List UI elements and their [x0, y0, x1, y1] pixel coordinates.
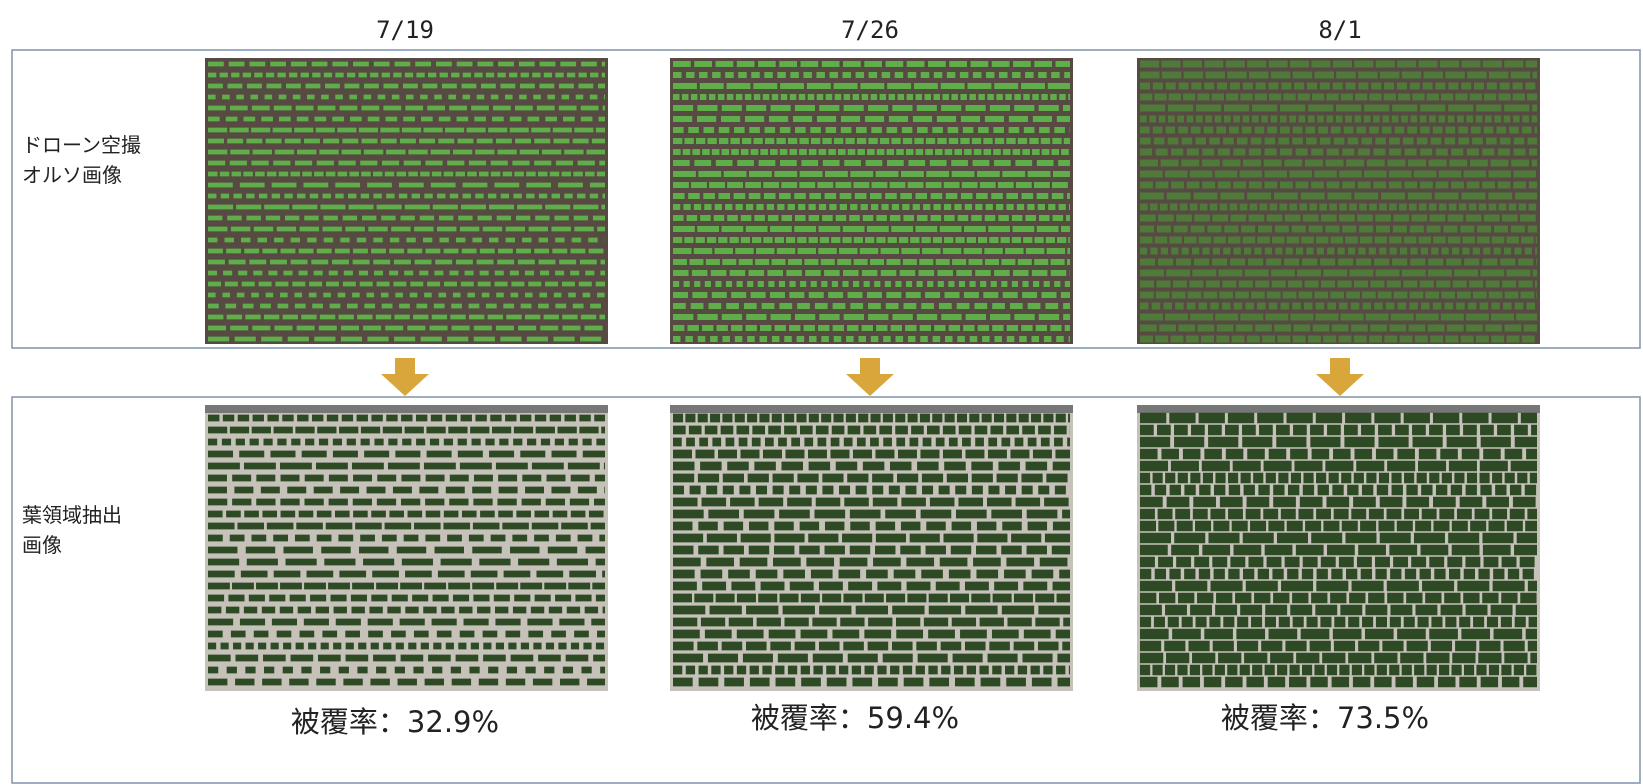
coverage: 被覆率：59.4% — [751, 701, 959, 735]
figure: 7/19 7/26 8/1 ドローン空撮 オルソ画像 葉領域抽出 画像 被覆率：… — [0, 0, 1643, 784]
row-label: オルソ画像 — [22, 163, 122, 187]
date: 8/1 — [1318, 16, 1361, 44]
row-label: 画像 — [22, 533, 62, 557]
coverage: 被覆率：32.9% — [291, 705, 499, 739]
date: 7/19 — [376, 16, 434, 44]
row-label: 葉領域抽出 — [22, 503, 122, 527]
image-edge — [670, 405, 1073, 413]
ortho-image — [670, 58, 1073, 344]
ortho-image — [1137, 58, 1540, 344]
image-edge — [205, 405, 608, 413]
row-label: ドローン空撮 — [22, 133, 141, 157]
arrow — [1316, 358, 1364, 396]
image-edge — [1137, 405, 1540, 413]
arrow — [846, 358, 894, 396]
arrow — [381, 358, 429, 396]
images — [205, 58, 1540, 691]
date: 7/26 — [841, 16, 899, 44]
ortho-image — [205, 58, 608, 344]
coverage: 被覆率：73.5% — [1221, 701, 1429, 735]
